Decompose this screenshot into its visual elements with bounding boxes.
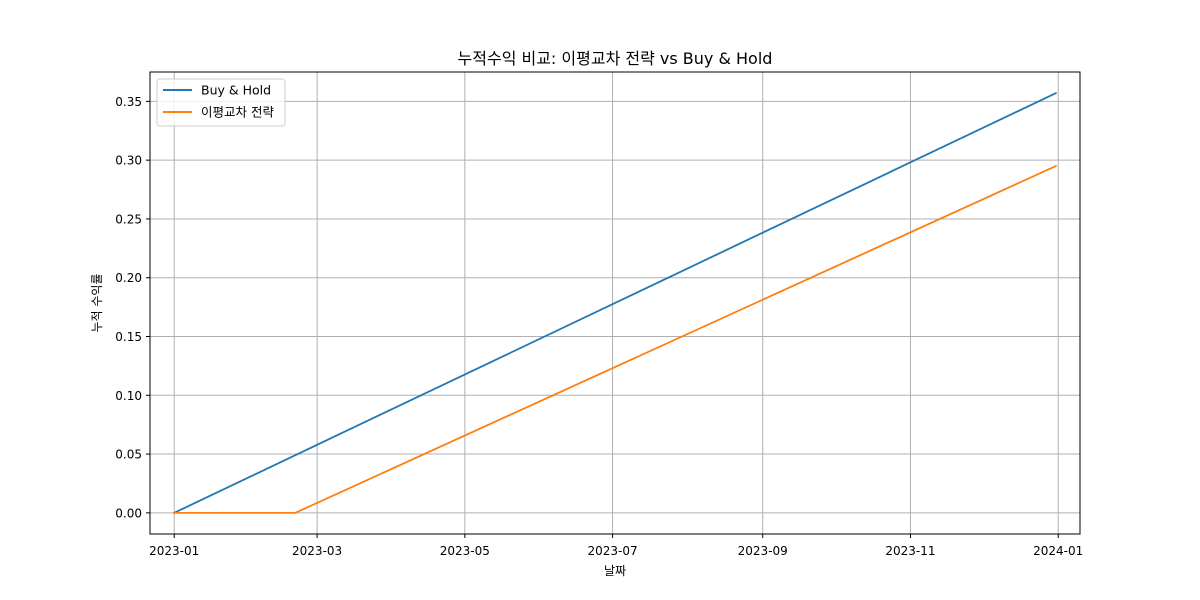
legend: Buy & Hold 이평교차 전략	[156, 78, 286, 127]
x-tick-label: 2023-07	[588, 544, 638, 558]
y-axis-title: 누적 수익률	[90, 273, 104, 332]
x-axis-ticks: 2023-01 2023-03 2023-05 2023-07 2023-09 2023-…	[149, 534, 1083, 558]
y-tick-label: 0.35	[115, 95, 142, 109]
x-tick-label: 2023-03	[292, 544, 342, 558]
x-tick-label: 2023-01	[149, 544, 199, 558]
series-line-ma-crossover-strategy	[173, 164, 1057, 514]
y-tick-label: 0.25	[115, 212, 142, 226]
x-tick-label: 2023-11	[885, 544, 935, 558]
y-tick-label: 0.10	[115, 389, 142, 403]
y-tick-label: 0.00	[115, 506, 142, 520]
x-axis-title: 날짜	[604, 564, 626, 578]
y-axis-ticks: 0.00 0.05 0.10 0.15 0.20 0.25 0.30 0.35	[115, 95, 150, 520]
y-tick-label: 0.05	[115, 448, 142, 462]
y-tick-label: 0.30	[115, 154, 142, 168]
series-lines	[173, 91, 1057, 515]
x-tick-label: 2023-05	[440, 544, 490, 558]
x-tick-label: 2023-09	[738, 544, 788, 558]
plot-frame	[149, 71, 1081, 535]
legend-label-buy-and-hold: Buy & Hold	[201, 83, 271, 98]
chart-title: 누적수익 비교: 이평교차 전략 vs Buy & Hold	[458, 49, 773, 68]
grid-lines	[150, 72, 1080, 534]
legend-label-ma-crossover-strategy: 이평교차 전략	[201, 105, 274, 120]
y-tick-label: 0.15	[115, 330, 142, 344]
x-tick-label: 2024-01	[1033, 544, 1083, 558]
y-tick-label: 0.20	[115, 271, 142, 285]
series-line-buy-and-hold	[173, 91, 1057, 515]
